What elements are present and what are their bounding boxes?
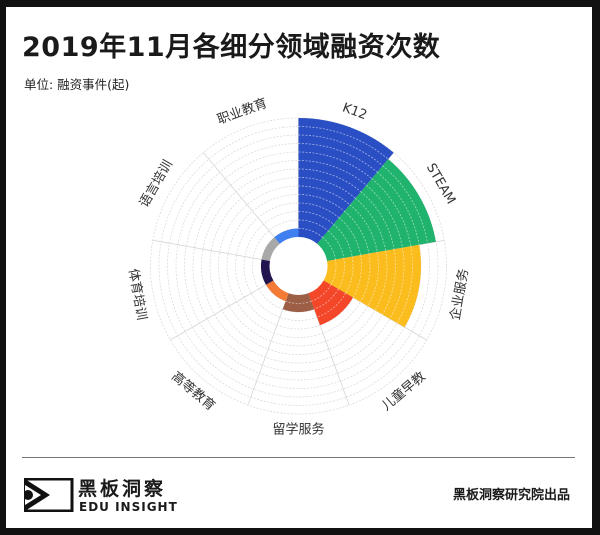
grid-spoke: [170, 280, 274, 341]
sector-ring-line: [327, 230, 345, 259]
sector-ring-line: [298, 143, 378, 173]
page-title: 2019年11月各细分领域融资次数: [22, 32, 441, 63]
footer-divider: [22, 457, 575, 458]
sector-ring-line: [360, 191, 395, 250]
grid-spoke: [308, 293, 350, 406]
sector-ring-line: [338, 217, 361, 256]
sector-ring-line: [371, 178, 412, 247]
sector-ring-line: [349, 204, 378, 253]
category-label: STEAM: [423, 161, 458, 207]
sector-8[interactable]: [274, 228, 299, 244]
logo-text-en: EDU INSIGHT: [79, 500, 178, 514]
sector-4[interactable]: [282, 293, 315, 312]
eye-logo-icon: [24, 478, 74, 512]
sector-ring-line: [298, 177, 356, 199]
sector-ring-line: [298, 194, 345, 212]
sector-ring-line: [396, 246, 413, 324]
sector-ring-line: [298, 160, 367, 186]
category-label: 儿童早教: [379, 368, 429, 414]
sector-ring-line: [298, 185, 351, 206]
credit-text: 黑板洞察研究院出品: [452, 488, 570, 503]
category-label: 体育培训: [125, 267, 150, 321]
sector-ring-line: [360, 253, 371, 302]
category-label: 语言培训: [136, 157, 176, 210]
brand-logo: 黑板洞察 EDU INSIGHT: [24, 476, 184, 516]
grid-ring: [158, 126, 439, 406]
sector-ring-line: [311, 284, 332, 302]
sector-ring-line: [389, 247, 405, 319]
sector-ring-line: [298, 168, 362, 193]
grid-spoke: [203, 152, 281, 245]
sector-ring-line: [344, 210, 370, 254]
grid-spoke: [152, 239, 271, 262]
sector-ring-line: [333, 223, 353, 257]
sector-ring-line: [298, 134, 383, 166]
sector-ring-line: [337, 257, 345, 290]
sector-ring-line: [330, 259, 337, 285]
sector-ring-line: [366, 184, 403, 248]
category-label: 企业服务: [447, 267, 472, 321]
sector-ring-line: [376, 171, 420, 245]
sector-ring-line: [285, 300, 312, 304]
sector-ring-line: [298, 202, 340, 219]
category-label: 留学服务: [272, 422, 324, 438]
sector-ring-line: [314, 288, 339, 310]
category-label: 高等教育: [168, 368, 218, 414]
sector-6[interactable]: [261, 259, 274, 285]
sector-ring-line: [317, 293, 347, 318]
sector-ring-line: [355, 197, 387, 251]
sector-ring-line: [298, 219, 329, 232]
category-label: K12: [340, 101, 369, 124]
sector-ring-line: [367, 252, 379, 307]
sector-ring-line: [298, 228, 323, 238]
sector-ring-line: [298, 151, 373, 179]
chart-card: 2019年11月各细分领域融资次数 单位: 融资事件(起) K12 STEAM 企业…: [6, 7, 592, 528]
sector-7[interactable]: [261, 237, 280, 261]
sector-ring-line: [352, 254, 362, 298]
sector-ring-line: [382, 165, 428, 244]
sector-ring-line: [374, 250, 388, 311]
sector-3[interactable]: [308, 280, 354, 326]
sector-2[interactable]: [323, 244, 421, 328]
sector-1[interactable]: [317, 159, 436, 261]
grid-spoke: [247, 293, 289, 406]
unit-label: 单位: 融资事件(起): [24, 77, 130, 92]
sector-ring-line: [298, 211, 334, 225]
logo-text-cn: 黑板洞察: [78, 478, 167, 500]
sector-ring-line: [382, 249, 396, 315]
sector-0[interactable]: [298, 118, 394, 244]
sector-ring-line: [298, 126, 389, 160]
sector-5[interactable]: [266, 280, 289, 302]
sector-ring-line: [345, 256, 354, 294]
sector-ring-line: [322, 236, 336, 260]
